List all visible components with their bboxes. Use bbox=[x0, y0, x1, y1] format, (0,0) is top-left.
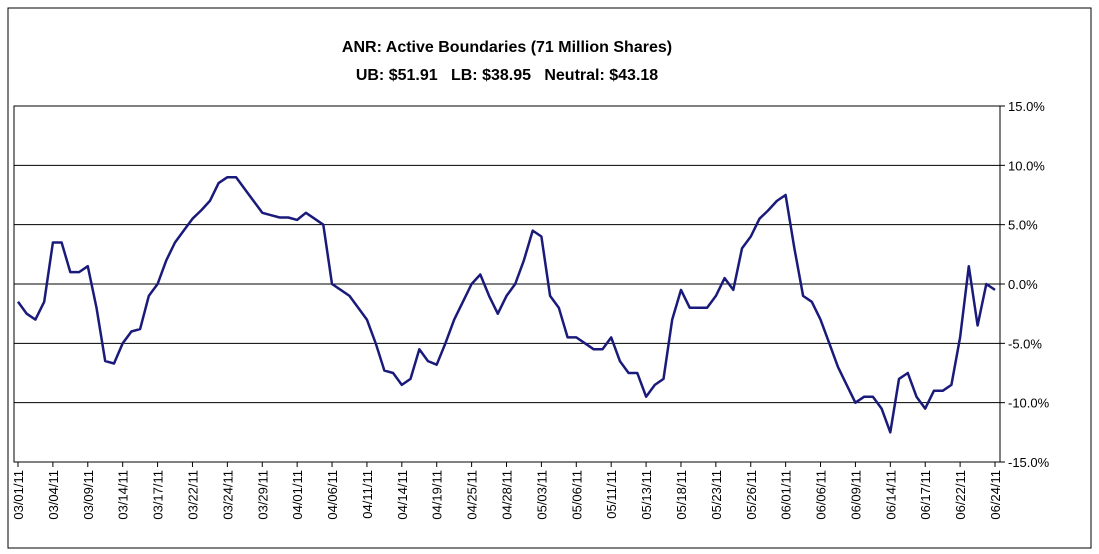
y-tick-label: -15.0% bbox=[1008, 455, 1050, 470]
x-tick-label: 06/24/11 bbox=[988, 470, 1003, 520]
x-tick-label: 03/22/11 bbox=[185, 470, 200, 520]
y-tick-label: 15.0% bbox=[1008, 99, 1045, 114]
x-tick-label: 03/24/11 bbox=[220, 470, 235, 520]
x-tick-label: 03/17/11 bbox=[151, 470, 166, 520]
x-tick-label: 06/14/11 bbox=[883, 470, 898, 520]
x-tick-label: 05/11/11 bbox=[604, 470, 619, 519]
y-tick-label: 10.0% bbox=[1008, 158, 1045, 173]
x-tick-label: 03/01/11 bbox=[11, 470, 26, 520]
x-tick-label: 05/26/11 bbox=[744, 470, 759, 520]
x-tick-label: 05/13/11 bbox=[639, 470, 654, 520]
x-tick-label: 04/28/11 bbox=[500, 470, 515, 520]
y-tick-label: 5.0% bbox=[1008, 218, 1038, 233]
x-tick-label: 06/22/11 bbox=[953, 470, 968, 520]
chart-subtitle: UB: $51.91 LB: $38.95 Neutral: $43.18 bbox=[356, 67, 658, 84]
x-tick-label: 03/29/11 bbox=[255, 470, 270, 520]
x-tick-label: 06/01/11 bbox=[779, 470, 794, 520]
x-tick-label: 03/14/11 bbox=[116, 470, 131, 520]
x-tick-label: 06/09/11 bbox=[848, 470, 863, 520]
y-tick-label: -10.0% bbox=[1008, 396, 1050, 411]
x-tick-label: 04/06/11 bbox=[325, 470, 340, 520]
x-tick-label: 05/03/11 bbox=[534, 470, 549, 520]
x-tick-label: 04/14/11 bbox=[395, 470, 410, 520]
y-tick-label: -5.0% bbox=[1008, 336, 1042, 351]
x-tick-label: 04/01/11 bbox=[290, 470, 305, 520]
x-tick-label: 06/06/11 bbox=[814, 470, 829, 520]
x-tick-label: 04/11/11 bbox=[360, 470, 375, 519]
x-tick-label: 04/25/11 bbox=[465, 470, 480, 520]
x-tick-label: 03/09/11 bbox=[81, 470, 96, 520]
x-tick-label: 05/06/11 bbox=[569, 470, 584, 520]
x-tick-label: 04/19/11 bbox=[430, 470, 445, 520]
x-tick-label: 05/23/11 bbox=[709, 470, 724, 520]
y-tick-label: 0.0% bbox=[1008, 277, 1038, 292]
chart-title: ANR: Active Boundaries (71 Million Share… bbox=[342, 39, 672, 56]
x-tick-label: 05/18/11 bbox=[674, 470, 689, 520]
x-tick-label: 06/17/11 bbox=[918, 470, 933, 520]
x-tick-label: 03/04/11 bbox=[46, 470, 61, 520]
line bbox=[16, 175, 996, 434]
